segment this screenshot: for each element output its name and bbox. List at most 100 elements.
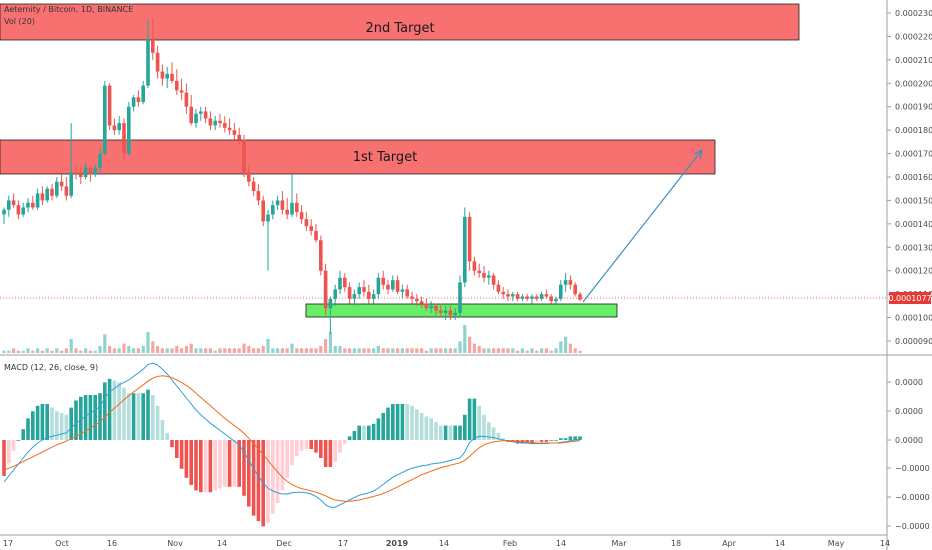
macd-histogram-bar: [443, 425, 448, 440]
candle: [74, 165, 78, 180]
macd-histogram-bar: [419, 413, 424, 440]
volume-bar: [400, 348, 404, 353]
volume-bar: [482, 348, 486, 353]
macd-histogram-bar: [2, 440, 6, 476]
candle: [141, 80, 145, 105]
candle: [496, 280, 501, 295]
arrow-head-icon: [693, 149, 703, 160]
volume-bar: [372, 348, 376, 353]
volume-bar: [343, 348, 347, 353]
volume-bar: [2, 350, 6, 353]
candle: [88, 165, 93, 182]
candle: [391, 275, 395, 292]
macd-histogram-bar: [170, 440, 174, 448]
volume-bar: [228, 348, 232, 353]
projection-arrow[interactable]: [582, 149, 703, 303]
macd-histogram-bar: [463, 414, 467, 440]
volume-bar: [578, 350, 582, 353]
volume-bar: [415, 348, 419, 353]
macd-histogram-bar: [338, 440, 342, 453]
macd-histogram-bar: [271, 440, 275, 514]
target-zones: 2nd Target 1st Target: [0, 3, 800, 318]
macd-histogram-bar: [189, 440, 193, 485]
candle: [573, 282, 577, 297]
macd-histogram-bar: [251, 440, 256, 516]
candle: [117, 116, 121, 135]
volume-bar: [40, 350, 44, 353]
candle: [213, 116, 217, 131]
macd-histogram-bar: [55, 411, 59, 440]
candle: [31, 195, 35, 210]
volume-bar: [160, 348, 164, 353]
candle: [415, 294, 419, 306]
candle: [448, 305, 453, 320]
first-target-zone[interactable]: [0, 139, 716, 175]
time-tick-label: 14: [556, 539, 566, 548]
volume-bar: [506, 348, 510, 353]
volume-bar: [405, 348, 409, 353]
macd-histogram-bar: [333, 440, 337, 462]
macd-histogram-bar: [568, 436, 573, 440]
time-tick-label: Mar: [611, 539, 627, 548]
macd-histogram-bar: [103, 382, 107, 440]
macd-indicator: [2, 362, 582, 527]
macd-histogram-bar: [117, 382, 121, 440]
volume-bar: [448, 348, 452, 353]
candle: [45, 186, 49, 203]
candle: [319, 235, 323, 276]
macd-histogram-bar: [136, 393, 141, 440]
macd-histogram-bar: [127, 393, 131, 440]
macd-histogram-bar: [83, 395, 88, 440]
candle: [218, 113, 222, 128]
volume-bar: [463, 325, 467, 353]
macd-histogram-bar: [376, 418, 381, 440]
candle: [381, 270, 385, 290]
volume-bar: [175, 346, 179, 353]
signal-line: [3, 375, 581, 502]
macd-histogram-bar: [155, 405, 160, 440]
macd-tick-label: −0.0000: [895, 493, 930, 502]
volume-bar: [16, 350, 20, 353]
macd-histogram-bar: [319, 440, 323, 458]
macd-histogram-bar: [434, 422, 438, 440]
volume-bar: [540, 348, 544, 353]
candle: [290, 174, 294, 217]
macd-histogram-bar: [314, 440, 318, 453]
macd-histogram-bar: [439, 425, 443, 440]
candle: [549, 294, 553, 304]
candle: [112, 118, 117, 135]
volume-bar: [381, 348, 385, 353]
macd-histogram-bar: [218, 440, 222, 489]
volume-bar: [50, 350, 54, 353]
volume-bar: [386, 348, 390, 353]
volume-bar: [511, 348, 515, 353]
candle: [2, 207, 6, 224]
macd-histogram-bar: [405, 404, 409, 440]
volume-title: Vol (20): [4, 17, 35, 26]
volume-bar: [165, 348, 169, 353]
candle: [314, 223, 318, 243]
volume-bar: [458, 341, 462, 353]
macd-histogram-bar: [415, 409, 419, 440]
macd-histogram-bar: [213, 440, 217, 491]
candle: [323, 263, 328, 316]
volume-bar: [420, 348, 424, 353]
candle: [199, 106, 203, 121]
volume-bar: [444, 348, 448, 353]
volume-bar: [7, 350, 11, 353]
candle: [501, 287, 505, 299]
candle: [515, 291, 520, 302]
candle: [194, 109, 198, 128]
macd-histogram-bar: [299, 440, 304, 451]
second-target-zone[interactable]: [0, 3, 800, 41]
candle: [131, 95, 136, 112]
volume-bar: [261, 346, 265, 353]
macd-histogram-bar: [578, 436, 582, 440]
macd-tick-label: 0.0000: [895, 436, 923, 445]
candle: [103, 80, 107, 156]
candle: [151, 17, 155, 60]
